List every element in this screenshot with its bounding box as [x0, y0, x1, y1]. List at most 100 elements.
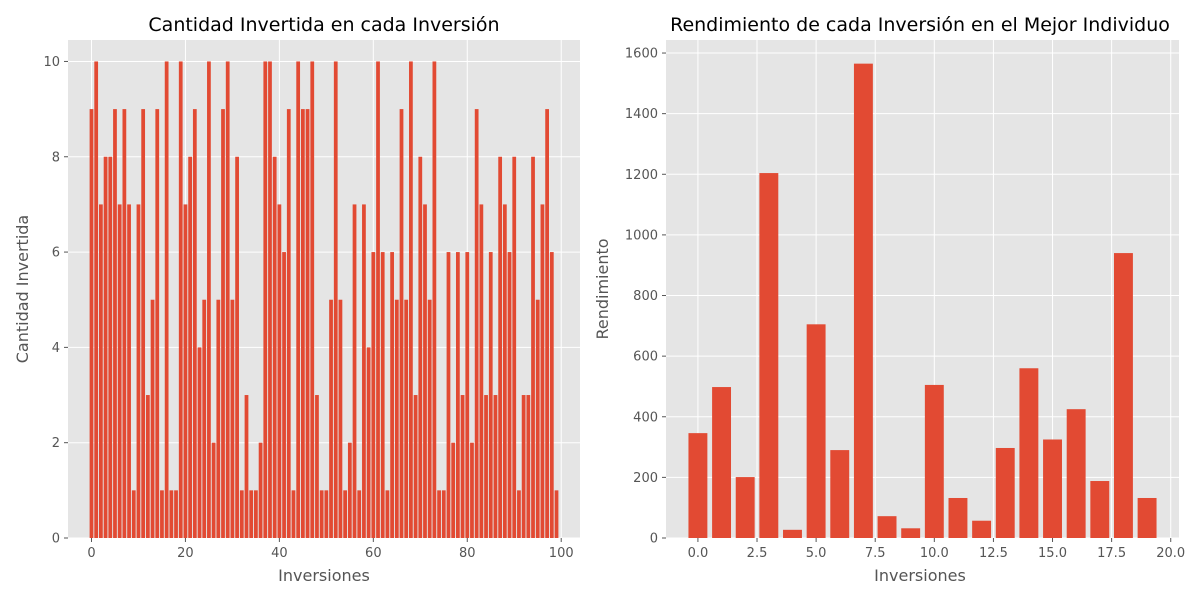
bar [249, 490, 254, 538]
bar [901, 528, 921, 538]
bar [1137, 497, 1157, 538]
y-tick-label: 0 [52, 532, 60, 547]
chart-title: Cantidad Invertida en cada Inversión [148, 14, 499, 36]
bar [423, 204, 427, 538]
bar [783, 529, 802, 538]
bar [688, 433, 708, 538]
bar [371, 252, 376, 538]
bar [460, 395, 465, 538]
bar [197, 347, 202, 538]
y-tick-label: 800 [633, 289, 658, 304]
bar [244, 395, 249, 538]
bar [806, 324, 826, 538]
bar [263, 61, 268, 538]
bar [347, 442, 352, 538]
bar [89, 109, 94, 539]
bar [853, 63, 873, 538]
bar [446, 252, 451, 538]
bar [517, 490, 521, 538]
y-tick-label: 10 [43, 55, 60, 70]
bar [150, 299, 155, 538]
bar [94, 61, 99, 538]
bar [113, 109, 117, 539]
x-tick-label: 60 [365, 546, 382, 561]
bar [507, 252, 512, 538]
bar [526, 395, 531, 538]
bar [207, 61, 211, 538]
bar [1113, 253, 1133, 539]
bar [310, 61, 315, 538]
bar [549, 252, 554, 538]
bar [385, 490, 390, 538]
bar [432, 61, 437, 538]
bar [343, 490, 348, 538]
bar [512, 156, 517, 538]
bar [366, 347, 371, 538]
bar [230, 299, 235, 538]
bar [376, 61, 380, 538]
bar [484, 395, 488, 538]
bars [89, 61, 559, 539]
y-axis-label: Rendimiento [593, 238, 612, 339]
bar [830, 450, 850, 538]
bar [427, 299, 432, 538]
bar [394, 299, 399, 538]
bar [1019, 368, 1039, 538]
bar [441, 490, 446, 538]
bar [362, 204, 366, 538]
bar [127, 204, 131, 538]
x-axis-label: Inversiones [278, 566, 370, 585]
y-ticks: 0 2 4 6 8 10 [43, 55, 68, 547]
x-tick-label: 20.0 [1156, 546, 1185, 561]
x-tick-label: 20 [177, 546, 194, 561]
x-tick-label: 10.0 [920, 546, 949, 561]
bar [535, 299, 540, 538]
y-tick-label: 400 [633, 410, 658, 425]
bar [174, 490, 178, 538]
bar [315, 395, 319, 538]
bar [380, 252, 385, 538]
x-tick-label: 2.5 [747, 546, 768, 561]
bar [282, 252, 286, 538]
bar [735, 477, 755, 538]
bar [488, 252, 493, 538]
bar [122, 109, 127, 539]
x-tick-label: 15.0 [1038, 546, 1067, 561]
y-ticks: 0 200 400 600 800 1000 1200 1400 1600 [625, 47, 666, 547]
bar [211, 442, 216, 538]
y-tick-label: 8 [52, 150, 60, 165]
y-tick-label: 600 [633, 350, 658, 365]
bar [1066, 409, 1086, 538]
bar [268, 61, 272, 538]
bar [296, 61, 301, 538]
bar [145, 395, 150, 538]
bar [531, 156, 535, 538]
bar [155, 109, 160, 539]
y-tick-label: 4 [52, 341, 60, 356]
y-tick-label: 2 [52, 436, 60, 451]
x-tick-label: 12.5 [979, 546, 1008, 561]
bar [239, 490, 244, 538]
bar [258, 442, 263, 538]
chart-title: Rendimiento de cada Inversión en el Mejo… [670, 14, 1170, 36]
bars [688, 63, 1157, 539]
y-tick-label: 1400 [625, 107, 658, 122]
bar [948, 497, 968, 538]
bar [300, 109, 305, 539]
bar [545, 109, 549, 539]
bar [759, 173, 779, 538]
bar [277, 204, 282, 538]
bar [455, 252, 460, 538]
y-tick-label: 1200 [625, 168, 658, 183]
bar [286, 109, 291, 539]
x-tick-label: 7.5 [865, 546, 886, 561]
bar [136, 204, 141, 538]
x-tick-label: 17.5 [1097, 546, 1126, 561]
bar [338, 299, 343, 538]
chart-cantidad-invertida: 0 20 40 60 80 100 0 2 4 6 8 10 Cantidad Invertida … [13, 14, 580, 585]
bar [502, 204, 507, 538]
y-axis-label: Cantidad Invertida [13, 215, 32, 363]
bar [178, 61, 183, 538]
bar [1090, 481, 1110, 538]
bar [188, 156, 193, 538]
